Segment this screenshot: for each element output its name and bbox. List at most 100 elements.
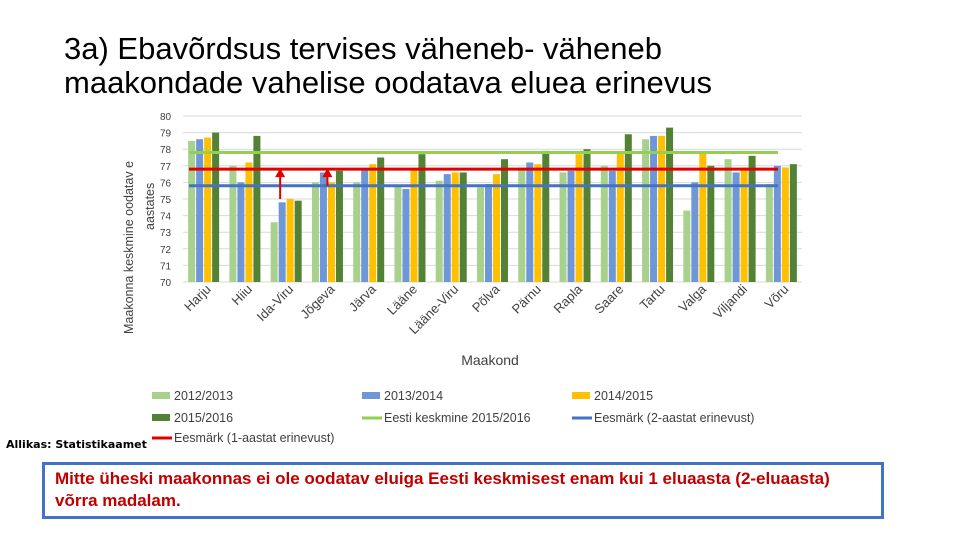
bar-s2015-9 [583, 149, 591, 282]
bar-s2015-6 [459, 172, 467, 282]
legend: 2012/2013 2013/2014 2014/2015 2015/2016 Eest… [152, 389, 754, 445]
bar-s2014-1 [245, 162, 253, 282]
bar-s2012-6 [435, 180, 443, 282]
conclusion-box: Mitte üheski maakonnas ei ole oodatav el… [42, 462, 884, 519]
bar-s2012-7 [477, 187, 484, 282]
x-tick-label: Rapla [551, 281, 586, 316]
bar-s2013-7 [485, 184, 492, 282]
y-tick-label: 74 [160, 212, 172, 223]
bar-s2014-5 [410, 169, 418, 282]
bar-s2012-3 [311, 182, 319, 282]
bar-s2014-0 [204, 137, 212, 282]
annotation-arrow-head [322, 168, 333, 178]
bar-s2015-2 [294, 200, 302, 282]
reference-lines [189, 151, 778, 188]
bar-s2013-4 [361, 169, 369, 282]
bar-s2013-10 [608, 170, 616, 282]
legend-label-goal2: Eesmärk (2-aastat erinevust) [594, 411, 754, 425]
bar-s2013-12 [691, 182, 699, 282]
bar-s2015-14 [789, 164, 797, 282]
annotation-arrows [275, 168, 333, 199]
bar-s2012-14 [765, 184, 773, 282]
source-label: Allikas: Statistikaamet [6, 438, 147, 451]
x-tick-label: Järva [346, 281, 380, 315]
x-tick-label: Tartu [637, 282, 668, 313]
y-tick-label: 78 [160, 145, 172, 156]
bar-s2014-8 [534, 164, 542, 282]
bar-s2014-13 [740, 167, 748, 282]
bar-s2012-5 [394, 185, 402, 282]
bar-s2015-7 [501, 159, 508, 282]
bar-s2014-10 [616, 152, 624, 282]
page-title: 3a) Ebavõrdsus tervises väheneb- väheneb… [64, 32, 944, 100]
title-line-1: 3a) Ebavõrdsus tervises väheneb- väheneb [64, 31, 662, 66]
bar-s2013-9 [567, 170, 575, 282]
bar-s2015-0 [212, 132, 220, 282]
bar-s2013-6 [443, 174, 451, 282]
x-tick-label: Põlva [469, 281, 503, 315]
bar-s2014-14 [781, 167, 789, 282]
bar-s2014-11 [658, 135, 666, 282]
legend-label-s2014: 2014/2015 [594, 389, 653, 403]
bar-s2013-8 [526, 162, 534, 282]
bar-s2012-13 [724, 159, 732, 282]
legend-swatch-s2014 [572, 392, 590, 399]
bar-s2014-3 [327, 182, 335, 282]
x-tick-label: Harju [181, 282, 214, 315]
bar-s2014-2 [286, 199, 294, 282]
bar-s2015-8 [542, 150, 550, 282]
legend-swatch-s2012 [152, 392, 170, 399]
y-axis-title-line-2: aastates [143, 183, 157, 230]
x-tick-label: Saare [591, 282, 626, 317]
bar-s2015-5 [418, 154, 426, 282]
bar-s2015-10 [624, 134, 632, 282]
legend-label-s2013: 2013/2014 [384, 389, 443, 403]
legend-label-s2015: 2015/2016 [174, 411, 233, 425]
y-tick-label: 75 [160, 195, 172, 206]
bar-s2012-0 [188, 140, 196, 282]
bar-series [188, 127, 797, 283]
bar-s2012-1 [229, 165, 237, 282]
bar-s2014-4 [369, 164, 377, 282]
x-tick-label: Pärnu [509, 282, 544, 317]
bar-s2013-5 [402, 189, 410, 282]
x-tick-label: Jõgeva [297, 281, 338, 322]
bar-s2013-14 [773, 165, 781, 282]
y-tick-label: 80 [160, 112, 172, 123]
y-tick-label: 71 [160, 261, 172, 272]
y-tick-label: 76 [160, 178, 172, 189]
y-tick-label: 72 [160, 245, 172, 256]
x-tick-label: Valga [676, 281, 710, 315]
y-axis-title: Maakonna keskmine oodatav e aastates [122, 161, 157, 334]
y-tick-label: 79 [160, 129, 172, 140]
legend-swatch-s2013 [362, 392, 380, 399]
x-tick-label: Hiiu [229, 282, 255, 308]
legend-label-avg: Eesti keskmine 2015/2016 [384, 411, 531, 425]
bar-s2013-13 [732, 172, 740, 282]
bar-s2015-1 [253, 135, 261, 282]
bar-s2014-7 [493, 174, 500, 282]
title-line-2: maakondade vahelise oodatava eluea erine… [64, 65, 713, 100]
x-tick-label: Viljandi [710, 281, 750, 321]
bar-s2012-2 [270, 222, 278, 282]
legend-label-goal1: Eesmärk (1-aastat erinevust) [174, 431, 334, 445]
bar-s2015-12 [707, 165, 715, 282]
bar-s2015-13 [748, 155, 756, 282]
bar-s2015-3 [335, 170, 343, 282]
legend-label-s2012: 2012/2013 [174, 389, 233, 403]
bar-s2014-6 [451, 172, 459, 282]
bar-s2012-11 [642, 139, 650, 282]
y-tick-label: 77 [160, 162, 172, 173]
bar-s2015-4 [377, 157, 385, 282]
annotation-arrow-head [275, 168, 286, 178]
y-axis-title-line-1: Maakonna keskmine oodatav e [122, 161, 136, 334]
bar-s2012-8 [518, 167, 526, 282]
x-tick-label: Ida-Viru [254, 282, 297, 325]
bar-s2013-2 [278, 202, 286, 282]
bar-s2013-3 [319, 172, 327, 282]
bar-s2012-12 [683, 210, 691, 282]
bar-s2012-10 [600, 165, 608, 282]
bar-s2012-9 [559, 172, 567, 282]
